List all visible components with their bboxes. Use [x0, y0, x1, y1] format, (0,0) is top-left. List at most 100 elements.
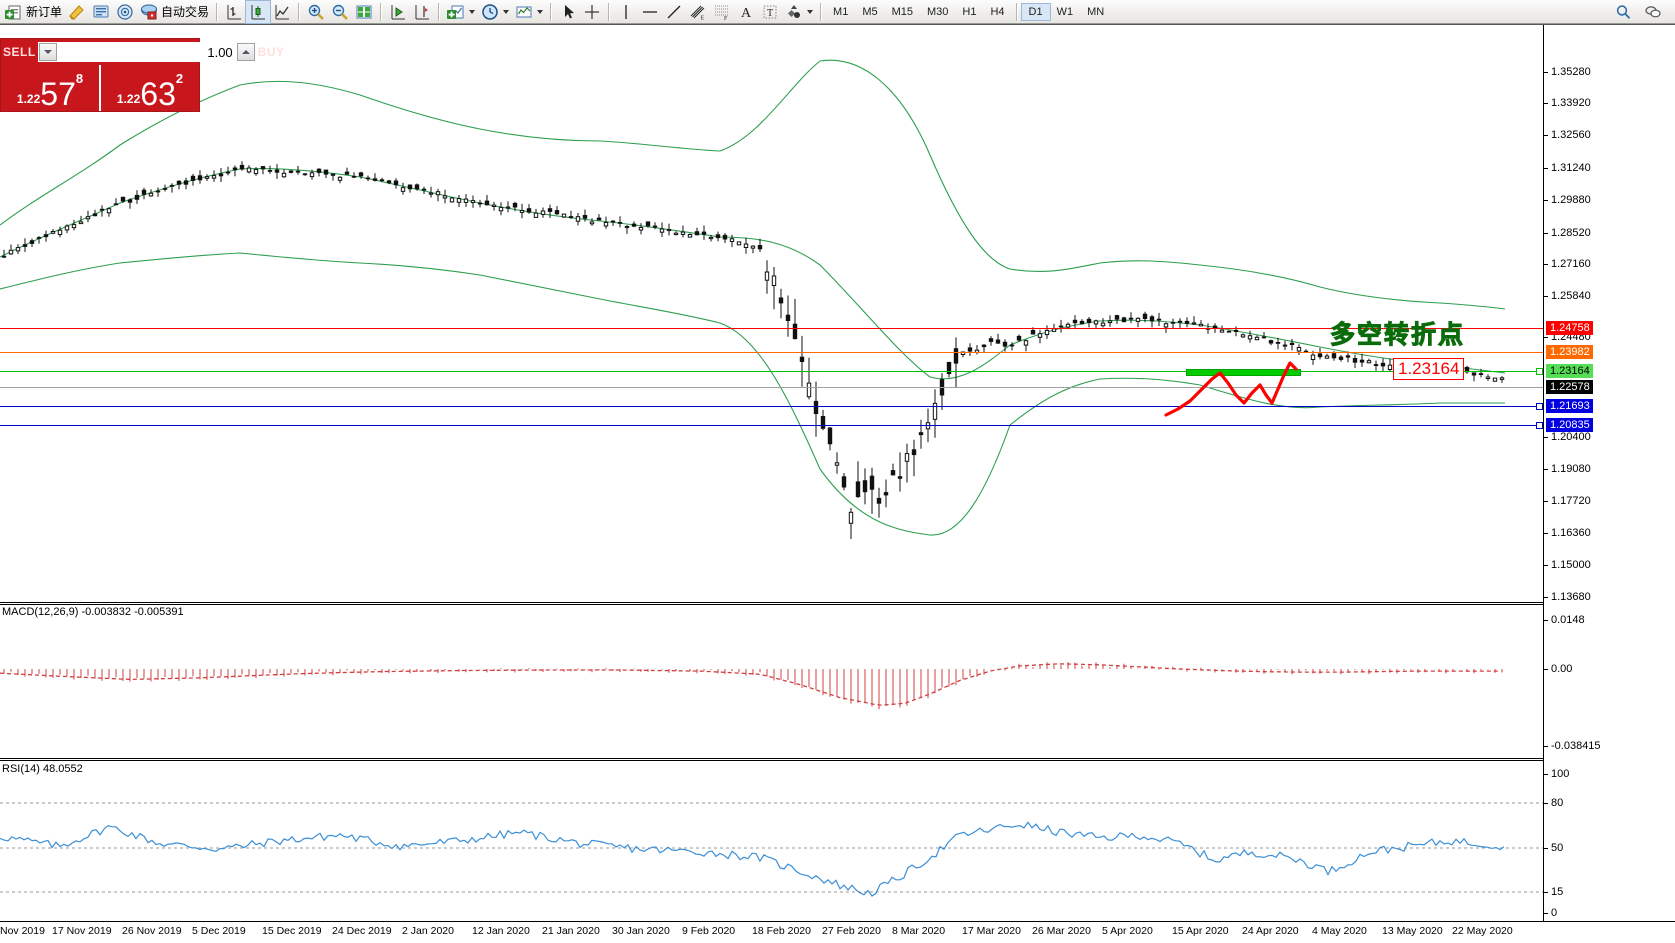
timeframe-group: M1 M5 M15 M30 H1 H4 D1 W1 MN	[826, 2, 1111, 21]
buy-price[interactable]: 1.22 63 2	[99, 65, 199, 111]
time-tick: 17 Mar 2020	[962, 925, 1021, 937]
red-handdrawn-annotation[interactable]	[1160, 341, 1310, 431]
chart-window[interactable]: GBPUSD-,Daily 1.23310 1.23533 1.22041 1.…	[0, 24, 1675, 943]
bar-chart-icon	[225, 3, 243, 21]
metaeditor-button[interactable]	[65, 1, 89, 23]
new-order-label: 新订单	[26, 5, 63, 19]
level-line-resistance-orange[interactable]	[0, 352, 1543, 353]
level-handle-support-blue-2[interactable]	[1536, 422, 1543, 429]
level-line-last-price[interactable]	[0, 387, 1543, 388]
timeframe-m30[interactable]: M30	[927, 5, 949, 18]
chevron-down-icon[interactable]	[503, 9, 510, 14]
search-button[interactable]	[1611, 1, 1635, 23]
volume-stepper[interactable]	[37, 42, 256, 62]
chart-shift-icon	[413, 3, 431, 21]
chat-icon	[1644, 3, 1662, 21]
price-badge-support-blue-2: 1.20835	[1546, 418, 1593, 432]
time-tick: 15 Dec 2019	[262, 925, 322, 937]
rsi-label: RSI(14) 48.0552	[2, 763, 83, 775]
text-button[interactable]: A	[734, 1, 758, 23]
tile-windows-button[interactable]	[352, 1, 376, 23]
timeframe-w1[interactable]: W1	[1056, 5, 1074, 18]
green-annotation-bar[interactable]	[1186, 369, 1301, 376]
price-tick: 1.19080	[1544, 463, 1591, 475]
volume-decrease-button[interactable]	[38, 43, 57, 61]
timeframe-m15[interactable]: M15	[891, 5, 913, 18]
indicators-button[interactable]	[444, 1, 478, 23]
level-line-support-blue-2[interactable]	[0, 425, 1543, 426]
buy-button[interactable]: BUY	[257, 45, 285, 59]
sell-price[interactable]: 1.22 57 8	[1, 65, 99, 111]
line-chart-button[interactable]	[270, 1, 294, 23]
price-axis[interactable]: 1.35280 1.33920 1.32560 1.31240 1.29880 1.285…	[1543, 25, 1675, 921]
chat-button[interactable]	[1641, 1, 1665, 23]
text-label-icon: T	[761, 3, 779, 21]
level-handle-support-blue-1[interactable]	[1536, 403, 1543, 410]
one-click-trading-panel[interactable]: SELL BUY 1.22 57 8 1.22 63 2	[0, 38, 284, 112]
pane-separator-macd[interactable]	[0, 602, 1675, 605]
templates-button[interactable]	[512, 1, 546, 23]
chevron-down-icon[interactable]	[807, 9, 814, 14]
objects-button[interactable]	[782, 1, 816, 23]
autotrading-button[interactable]: 自动交易	[137, 1, 212, 23]
level-handle-support-green[interactable]	[1536, 368, 1543, 375]
level-line-support-green[interactable]	[0, 371, 1543, 372]
chevron-down-icon[interactable]	[537, 9, 544, 14]
network-button[interactable]	[113, 1, 137, 23]
time-tick: 26 Mar 2020	[1032, 925, 1091, 937]
bar-chart-button[interactable]	[222, 1, 246, 23]
level-line-support-blue-1[interactable]	[0, 406, 1543, 407]
new-order-button[interactable]: 新订单	[2, 1, 65, 23]
fibonacci-button[interactable]: F	[710, 1, 734, 23]
time-tick: 9 Feb 2020	[682, 925, 736, 937]
timeframe-h4[interactable]: H4	[990, 5, 1005, 18]
candlestick-chart-button[interactable]	[245, 0, 272, 24]
periods-button[interactable]	[478, 1, 512, 23]
toolbar-separator	[820, 2, 823, 21]
crosshair-button[interactable]	[580, 1, 604, 23]
add-indicator-icon	[447, 3, 465, 21]
price-tick: 1.31240	[1544, 162, 1591, 174]
equidistant-channel-button[interactable]: E	[686, 1, 710, 23]
cursor-button[interactable]	[556, 1, 580, 23]
autotrading-label: 自动交易	[161, 5, 210, 19]
timeframe-mn[interactable]: MN	[1087, 5, 1105, 18]
new-order-icon	[5, 3, 23, 21]
time-axis[interactable]: Nov 2019 17 Nov 2019 26 Nov 2019 5 Dec 2019…	[0, 921, 1675, 943]
zoom-in-button[interactable]	[304, 1, 328, 23]
time-tick: 2 Jan 2020	[402, 925, 454, 937]
trendline-button[interactable]	[662, 1, 686, 23]
candlestick-icon	[249, 3, 267, 21]
pane-separator-rsi[interactable]	[0, 758, 1675, 761]
chevron-down-icon[interactable]	[469, 9, 476, 14]
volume-increase-button[interactable]	[236, 43, 255, 61]
search-icon	[1614, 3, 1632, 21]
level-line-resistance-red[interactable]	[0, 328, 1543, 329]
svg-text:E: E	[701, 15, 705, 21]
price-badge-resistance-orange: 1.23982	[1546, 345, 1593, 359]
sell-button[interactable]: SELL	[3, 45, 36, 59]
svg-text:A: A	[741, 6, 752, 21]
chart-shift-button[interactable]	[410, 1, 434, 23]
text-label-button[interactable]: T	[758, 1, 782, 23]
main-toolbar: 新订单	[0, 0, 1675, 24]
timeframe-m1[interactable]: M1	[833, 5, 849, 18]
zoom-out-button[interactable]	[328, 1, 352, 23]
timeframe-h1[interactable]: H1	[962, 5, 977, 18]
auto-scroll-button[interactable]	[386, 1, 410, 23]
timeframe-m5[interactable]: M5	[862, 5, 878, 18]
toolbar-separator	[1015, 2, 1018, 21]
toolbar-separator	[380, 2, 383, 21]
macd-pane[interactable]: MACD(12,26,9) -0.003832 -0.005391	[0, 606, 1543, 758]
rsi-tick: 15	[1544, 886, 1563, 898]
rsi-tick: 0	[1544, 907, 1557, 919]
volume-input[interactable]	[56, 43, 237, 61]
terminal-button[interactable]	[89, 1, 113, 23]
vertical-line-button[interactable]	[614, 1, 638, 23]
rsi-pane[interactable]: RSI(14) 48.0552	[0, 763, 1543, 921]
horizontal-line-button[interactable]	[638, 1, 662, 23]
price-pane[interactable]: 多空转折点 1.23164	[0, 25, 1543, 561]
timeframe-d1[interactable]: D1	[1020, 2, 1051, 21]
time-tick: 27 Feb 2020	[822, 925, 881, 937]
time-tick: Nov 2019	[0, 925, 45, 937]
